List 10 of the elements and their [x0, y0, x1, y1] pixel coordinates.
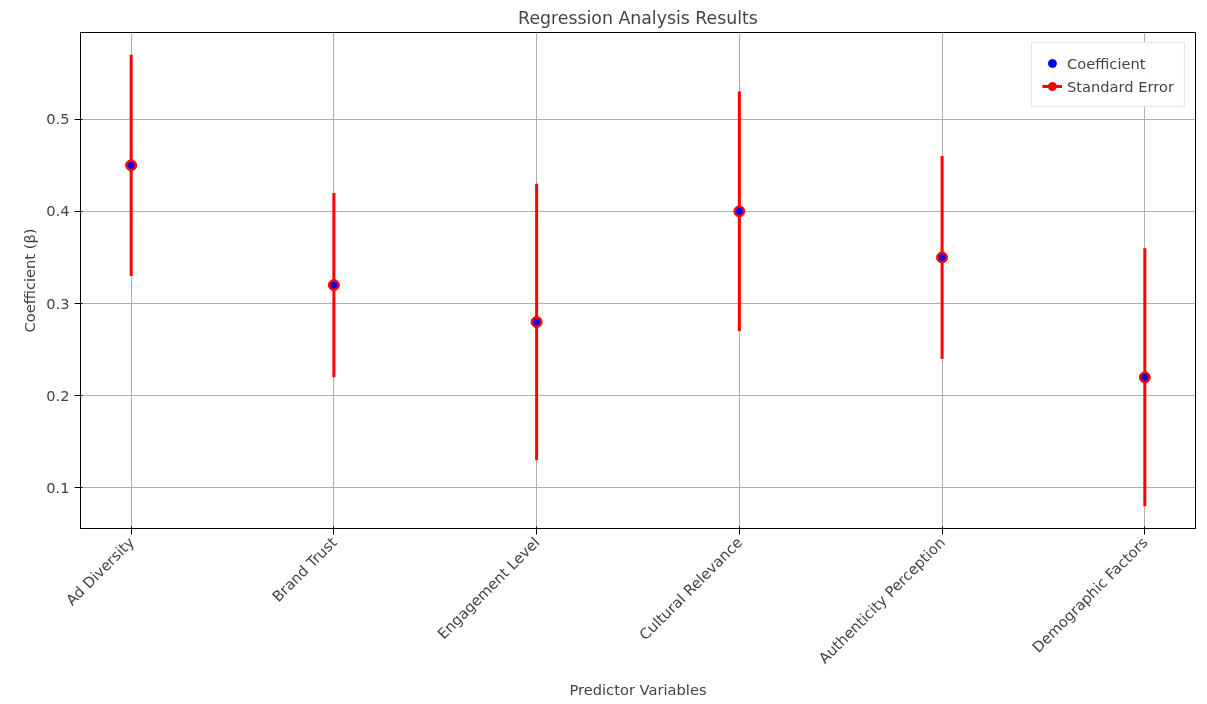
- x-axis-title: Predictor Variables: [569, 680, 707, 698]
- y-axis-title: Coefficient (β): [21, 228, 39, 333]
- legend-label: Coefficient: [1066, 54, 1146, 72]
- legend-label: Standard Error: [1066, 77, 1174, 95]
- chart-title: Regression Analysis Results: [518, 7, 758, 28]
- y-tick-label: 0.5: [46, 110, 70, 128]
- y-tick-label: 0.3: [46, 294, 70, 312]
- y-tick-label: 0.1: [46, 478, 70, 496]
- y-tick-label: 0.4: [46, 202, 70, 220]
- y-tick-label: 0.2: [46, 386, 70, 404]
